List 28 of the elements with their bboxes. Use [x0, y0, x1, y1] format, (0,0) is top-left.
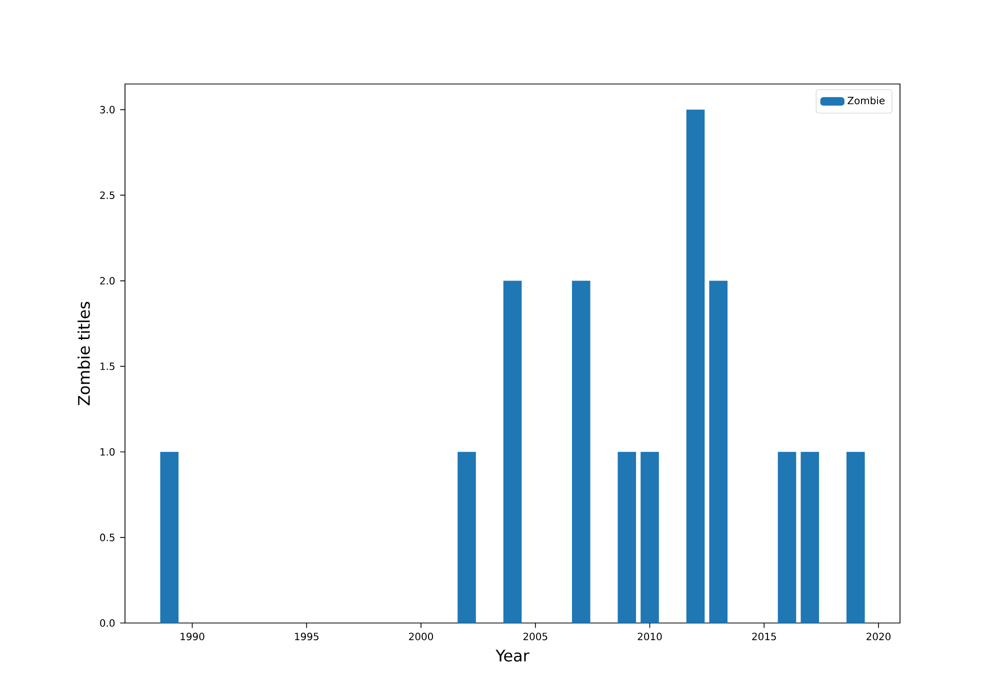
x-tick-label: 2005 [523, 632, 548, 640]
y-tick-label: 3.0 [100, 106, 115, 114]
bar [618, 452, 636, 623]
bar [800, 452, 820, 623]
bar [572, 280, 590, 623]
bar [778, 452, 796, 623]
x-tick-label: 2000 [409, 632, 434, 640]
y-tick-label: 2.5 [100, 191, 114, 199]
x-tick-label: 1990 [180, 632, 204, 640]
bar [686, 110, 705, 623]
bar [846, 452, 865, 623]
y-tick-label: 2.0 [100, 277, 115, 285]
y-tick-label: 1.5 [100, 362, 114, 370]
bar [160, 452, 179, 623]
legend-label: Zombie [848, 96, 885, 104]
y-tick-label: 0.5 [100, 534, 114, 542]
x-tick-label: 1995 [295, 632, 318, 640]
y-tick-label: 1.0 [100, 448, 115, 456]
y-axis-title: Zombie titles [78, 302, 90, 406]
bar [640, 452, 659, 623]
x-tick-label: 2020 [866, 632, 891, 640]
x-tick-label: 2010 [638, 632, 662, 640]
x-tick-label: 2015 [752, 632, 776, 640]
bar [503, 280, 522, 623]
bar [458, 452, 476, 623]
bar [709, 280, 728, 623]
x-axis-title: Year [496, 650, 530, 662]
y-tick-label: 0.0 [100, 619, 115, 627]
